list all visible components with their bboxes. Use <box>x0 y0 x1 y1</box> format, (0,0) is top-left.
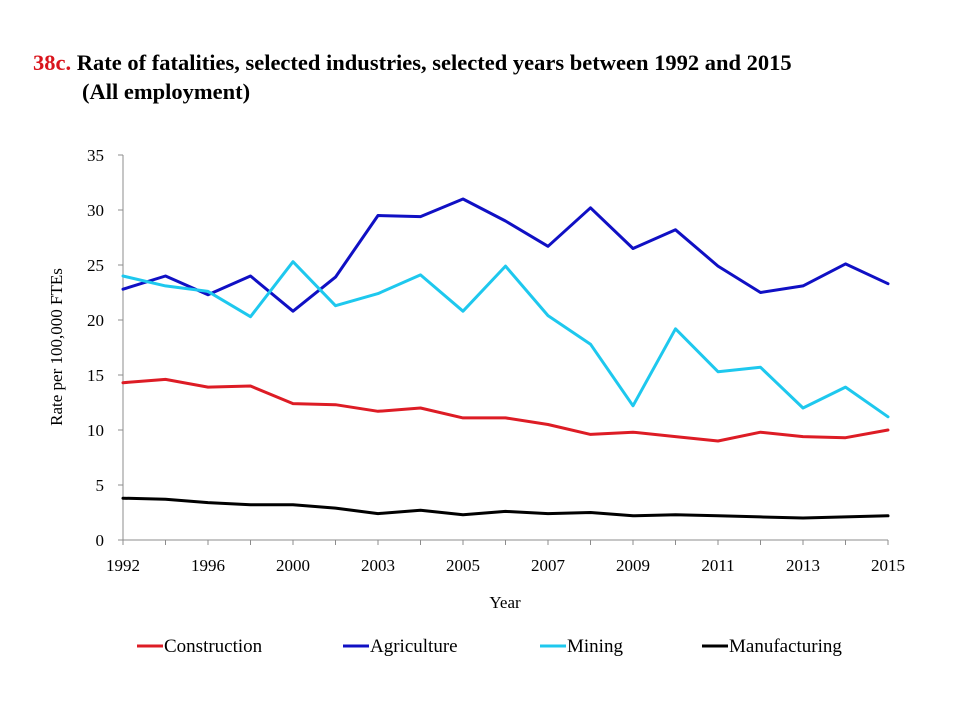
x-tick-label: 2000 <box>276 556 310 575</box>
legend-label: Agriculture <box>370 636 458 657</box>
y-tick-label: 20 <box>87 311 104 330</box>
y-tick-label: 10 <box>87 421 104 440</box>
series-line-agriculture <box>121 197 890 313</box>
y-tick-label: 0 <box>96 531 105 550</box>
x-tick-label: 1992 <box>106 556 140 575</box>
legend-item-agriculture: Agriculture <box>343 636 458 657</box>
series-line-mining <box>121 260 890 419</box>
chart-axes: 0 5 10 15 20 25 30 35 1992 1996 2000 2003 2005 2007 20… <box>87 146 905 575</box>
x-tick-label: 2007 <box>531 556 566 575</box>
chart-title-subtitle: (All employment) <box>82 79 251 104</box>
x-tick-label: 2015 <box>871 556 905 575</box>
chart-title: 38c. Rate of fatalities, selected indust… <box>33 48 943 106</box>
legend-label: Construction <box>164 636 263 657</box>
legend-item-construction: Construction <box>137 636 263 657</box>
series-line-manufacturing <box>121 496 890 520</box>
y-axis-label: Rate per 100,000 FTEs <box>47 268 66 426</box>
series-layer <box>121 197 890 520</box>
y-tick-label: 25 <box>87 256 104 275</box>
legend-label: Manufacturing <box>729 636 842 657</box>
series-line-construction <box>121 377 890 443</box>
x-tick-label: 2009 <box>616 556 650 575</box>
legend-item-manufacturing: Manufacturing <box>702 636 842 657</box>
x-tick-label: 2005 <box>446 556 480 575</box>
chart-title-number: 38c. <box>33 50 72 75</box>
x-tick-label: 2003 <box>361 556 395 575</box>
y-tick-label: 30 <box>87 201 104 220</box>
y-tick-label: 15 <box>87 366 104 385</box>
chart-title-text: Rate of fatalities, selected industries,… <box>76 50 792 75</box>
y-tick-label: 35 <box>87 146 104 165</box>
legend-item-mining: Mining <box>540 636 623 657</box>
x-tick-label: 2011 <box>701 556 734 575</box>
y-tick-label: 5 <box>96 476 105 495</box>
chart-legend: Construction Agriculture Mining Manufacturi… <box>137 636 842 657</box>
legend-label: Mining <box>567 636 623 657</box>
x-tick-label: 2013 <box>786 556 820 575</box>
x-tick-label: 1996 <box>191 556 225 575</box>
x-axis-label: Year <box>489 593 521 612</box>
